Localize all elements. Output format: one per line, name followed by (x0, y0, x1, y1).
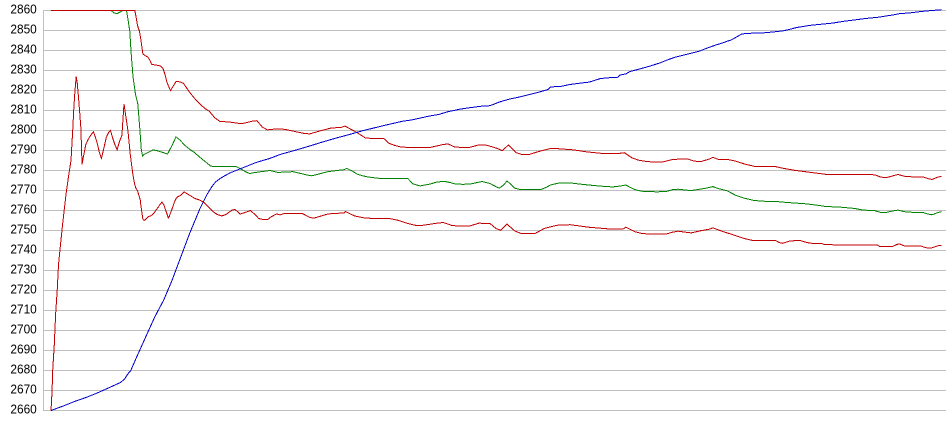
svg-text:2790: 2790 (10, 142, 36, 157)
svg-text:2810: 2810 (10, 102, 36, 117)
svg-text:2750: 2750 (10, 222, 36, 237)
svg-text:2710: 2710 (10, 302, 36, 317)
svg-text:2690: 2690 (10, 342, 36, 357)
svg-text:2680: 2680 (10, 362, 36, 377)
svg-text:2820: 2820 (10, 82, 36, 97)
svg-text:2840: 2840 (10, 42, 36, 57)
svg-text:2830: 2830 (10, 62, 36, 77)
svg-text:2770: 2770 (10, 182, 36, 197)
svg-text:2670: 2670 (10, 382, 36, 397)
svg-text:2730: 2730 (10, 262, 36, 277)
svg-text:2800: 2800 (10, 122, 36, 137)
svg-text:2850: 2850 (10, 22, 36, 37)
svg-text:2720: 2720 (10, 282, 36, 297)
svg-text:2740: 2740 (10, 242, 36, 257)
svg-text:2700: 2700 (10, 322, 36, 337)
svg-text:2760: 2760 (10, 202, 36, 217)
svg-text:2660: 2660 (10, 402, 36, 417)
svg-text:2780: 2780 (10, 162, 36, 177)
svg-text:2860: 2860 (10, 2, 36, 17)
